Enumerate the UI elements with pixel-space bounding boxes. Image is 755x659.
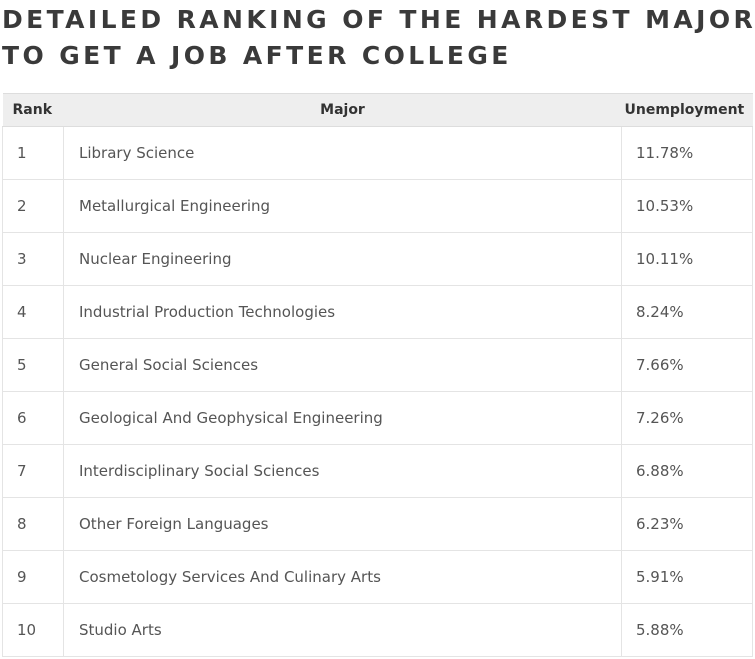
table-body: 1 Library Science 11.78% 2 Metallurgical Eng… — [2, 126, 753, 657]
table-row: 8 Other Foreign Languages 6.23% — [2, 497, 753, 551]
rank-cell: 5 — [2, 338, 64, 392]
page-title: DETAILED RANKING OF THE HARDEST MAJORS T… — [2, 2, 755, 74]
unemployment-cell: 11.78% — [621, 126, 753, 180]
table-row: 2 Metallurgical Engineering 10.53% — [2, 179, 753, 233]
major-cell: Studio Arts — [63, 603, 622, 657]
rank-cell: 10 — [2, 603, 64, 657]
unemployment-cell: 10.53% — [621, 179, 753, 233]
major-cell: Industrial Production Technologies — [63, 285, 622, 339]
rank-cell: 2 — [2, 179, 64, 233]
rank-cell: 3 — [2, 232, 64, 286]
table-row: 10 Studio Arts 5.88% — [2, 603, 753, 657]
table-row: 6 Geological And Geophysical Engineering 7… — [2, 391, 753, 445]
table-row: 9 Cosmetology Services And Culinary Arts 5… — [2, 550, 753, 604]
rank-cell: 4 — [2, 285, 64, 339]
rank-cell: 1 — [2, 126, 64, 180]
table-row: 7 Interdisciplinary Social Sciences 6.88% — [2, 444, 753, 498]
rank-cell: 9 — [2, 550, 64, 604]
major-cell: Nuclear Engineering — [63, 232, 622, 286]
column-header-unemployment: Unemployment — [621, 93, 753, 127]
unemployment-cell: 7.66% — [621, 338, 753, 392]
unemployment-cell: 6.88% — [621, 444, 753, 498]
unemployment-cell: 10.11% — [621, 232, 753, 286]
table-header-row: Rank Major Unemployment — [2, 93, 753, 127]
unemployment-cell: 5.91% — [621, 550, 753, 604]
unemployment-cell: 7.26% — [621, 391, 753, 445]
major-cell: Other Foreign Languages — [63, 497, 622, 551]
column-header-major: Major — [63, 93, 622, 127]
table-row: 4 Industrial Production Technologies 8.24% — [2, 285, 753, 339]
unemployment-cell: 6.23% — [621, 497, 753, 551]
table-row: 5 General Social Sciences 7.66% — [2, 338, 753, 392]
unemployment-cell: 8.24% — [621, 285, 753, 339]
major-cell: Interdisciplinary Social Sciences — [63, 444, 622, 498]
rank-cell: 7 — [2, 444, 64, 498]
unemployment-cell: 5.88% — [621, 603, 753, 657]
table-row: 3 Nuclear Engineering 10.11% — [2, 232, 753, 286]
major-cell: Library Science — [63, 126, 622, 180]
major-cell: Geological And Geophysical Engineering — [63, 391, 622, 445]
major-cell: Metallurgical Engineering — [63, 179, 622, 233]
ranking-table: Rank Major Unemployment 1 Library Science… — [2, 93, 753, 657]
rank-cell: 8 — [2, 497, 64, 551]
column-header-rank: Rank — [2, 93, 64, 127]
title-line-2: TO GET A JOB AFTER COLLEGE — [2, 41, 512, 70]
title-line-1: DETAILED RANKING OF THE HARDEST MAJORS — [2, 5, 755, 34]
rank-cell: 6 — [2, 391, 64, 445]
major-cell: Cosmetology Services And Culinary Arts — [63, 550, 622, 604]
table-row: 1 Library Science 11.78% — [2, 126, 753, 180]
major-cell: General Social Sciences — [63, 338, 622, 392]
